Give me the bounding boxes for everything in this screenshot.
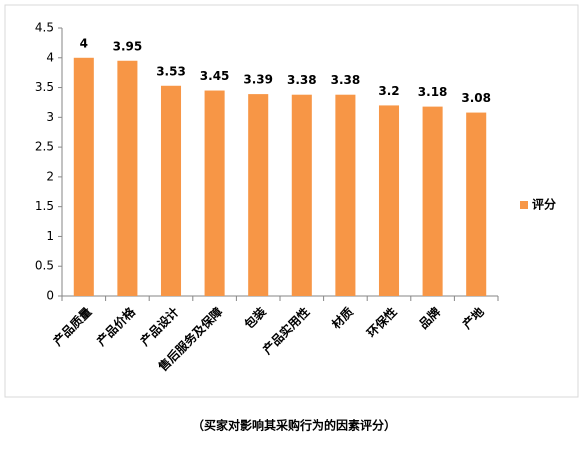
value-label: 3.2 [378,84,399,98]
value-label: 3.39 [243,73,273,87]
y-tick-label: 0 [46,289,54,303]
bar [291,94,312,296]
bar [422,106,443,296]
y-tick-label: 0.5 [35,259,54,273]
value-label: 4 [80,36,88,50]
value-label: 3.95 [113,39,143,53]
legend-swatch [520,201,528,209]
y-tick-label: 4.5 [35,21,54,35]
value-label: 3.38 [331,73,361,87]
bar [160,85,182,296]
y-tick-label: 4 [46,50,54,64]
bar [378,105,400,296]
bar [248,94,269,297]
bar [117,60,138,296]
chart-caption: （买家对影响其采购行为的因素评分） [192,418,396,433]
y-tick-label: 1.5 [35,199,54,213]
legend-label: 评分 [532,197,556,212]
bar [335,94,356,296]
bar [466,112,487,297]
y-tick-label: 2 [46,169,54,183]
y-tick-label: 3 [46,110,54,124]
value-label: 3.18 [418,85,448,99]
bar [204,90,225,297]
value-label: 3.38 [287,73,317,87]
value-label: 3.45 [200,69,230,83]
bar [73,57,94,297]
y-tick-label: 3.5 [35,80,54,94]
y-tick-label: 1 [46,229,54,243]
value-label: 3.53 [156,64,186,78]
y-tick-label: 2.5 [35,140,54,154]
value-label: 3.08 [461,91,491,105]
